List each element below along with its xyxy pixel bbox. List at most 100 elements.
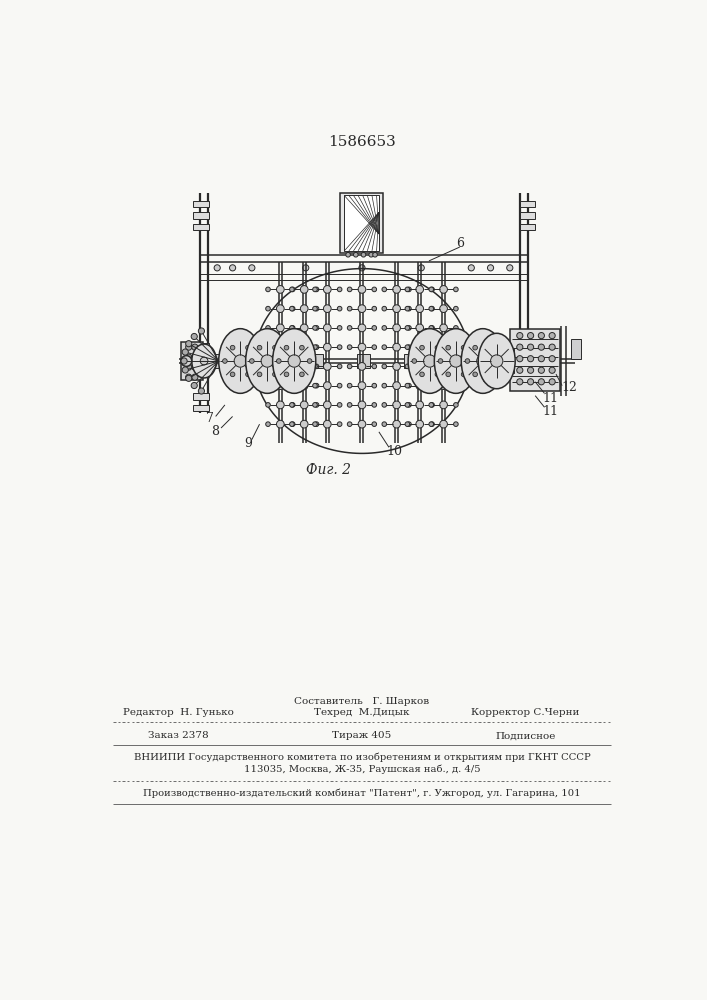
Circle shape	[382, 383, 387, 388]
Bar	[181, 342, 203, 380]
Ellipse shape	[273, 329, 316, 393]
Circle shape	[429, 422, 433, 426]
Circle shape	[291, 326, 295, 330]
Circle shape	[393, 363, 400, 370]
Circle shape	[393, 305, 400, 312]
Circle shape	[300, 401, 308, 409]
Circle shape	[223, 359, 227, 363]
Circle shape	[192, 344, 198, 350]
Circle shape	[290, 383, 294, 388]
Circle shape	[300, 420, 308, 428]
Text: Тираж 405: Тираж 405	[332, 732, 392, 740]
Text: 1586653: 1586653	[328, 135, 396, 149]
Circle shape	[290, 306, 294, 311]
Circle shape	[191, 333, 197, 340]
Circle shape	[420, 345, 424, 350]
Circle shape	[266, 306, 270, 311]
Circle shape	[407, 326, 411, 330]
Circle shape	[257, 372, 262, 377]
Circle shape	[324, 363, 331, 370]
Bar	[344, 195, 379, 251]
Circle shape	[312, 422, 317, 426]
Circle shape	[266, 383, 270, 388]
Circle shape	[373, 252, 378, 257]
Circle shape	[416, 363, 423, 370]
Circle shape	[538, 344, 544, 350]
Circle shape	[440, 286, 448, 293]
Circle shape	[186, 341, 192, 347]
Circle shape	[276, 401, 284, 409]
Circle shape	[337, 326, 342, 330]
Circle shape	[527, 333, 534, 339]
Circle shape	[300, 345, 304, 350]
Circle shape	[276, 420, 284, 428]
Circle shape	[290, 422, 294, 426]
Circle shape	[337, 306, 342, 311]
Circle shape	[382, 345, 387, 349]
Circle shape	[517, 379, 523, 385]
Circle shape	[430, 403, 434, 407]
Circle shape	[186, 375, 192, 381]
Circle shape	[284, 372, 288, 377]
Circle shape	[454, 345, 458, 349]
Circle shape	[337, 287, 342, 292]
Circle shape	[312, 345, 317, 349]
Circle shape	[300, 343, 308, 351]
Circle shape	[429, 345, 433, 349]
Circle shape	[324, 324, 331, 332]
Circle shape	[372, 364, 377, 369]
Circle shape	[314, 326, 319, 330]
Circle shape	[230, 372, 235, 377]
Circle shape	[192, 374, 198, 380]
Circle shape	[487, 265, 493, 271]
Circle shape	[312, 403, 317, 407]
Circle shape	[199, 388, 204, 394]
Circle shape	[337, 364, 342, 369]
Circle shape	[291, 383, 295, 388]
Circle shape	[266, 403, 270, 407]
Bar	[520, 224, 535, 230]
Bar	[504, 349, 514, 373]
Circle shape	[337, 383, 342, 388]
Circle shape	[290, 287, 294, 292]
Circle shape	[358, 363, 366, 370]
Circle shape	[465, 359, 469, 363]
Circle shape	[291, 345, 295, 349]
Circle shape	[416, 382, 423, 390]
Circle shape	[429, 326, 433, 330]
Circle shape	[291, 422, 295, 426]
Circle shape	[312, 383, 317, 388]
Bar	[503, 354, 516, 368]
Circle shape	[430, 345, 434, 349]
Circle shape	[435, 372, 440, 377]
Circle shape	[324, 401, 331, 409]
Circle shape	[407, 422, 411, 426]
Circle shape	[300, 286, 308, 293]
Circle shape	[191, 382, 197, 389]
Circle shape	[361, 252, 366, 257]
Circle shape	[461, 345, 466, 350]
Circle shape	[393, 286, 400, 293]
Circle shape	[382, 287, 387, 292]
Circle shape	[266, 364, 270, 369]
Circle shape	[393, 343, 400, 351]
Circle shape	[412, 359, 416, 363]
Circle shape	[473, 372, 477, 377]
Circle shape	[246, 345, 250, 350]
Text: Подписное: Подписное	[495, 732, 556, 740]
Text: Техред  М.Дицык: Техред М.Дицык	[314, 708, 409, 717]
Bar	[193, 355, 209, 361]
Circle shape	[527, 379, 534, 385]
Circle shape	[249, 265, 255, 271]
Circle shape	[423, 355, 436, 367]
Circle shape	[266, 287, 270, 292]
Circle shape	[430, 383, 434, 388]
Circle shape	[308, 359, 312, 363]
Circle shape	[372, 326, 377, 330]
Circle shape	[182, 367, 188, 373]
Circle shape	[347, 306, 352, 311]
Circle shape	[517, 367, 523, 373]
Text: 10: 10	[386, 445, 402, 458]
Circle shape	[276, 359, 281, 363]
Circle shape	[276, 343, 284, 351]
